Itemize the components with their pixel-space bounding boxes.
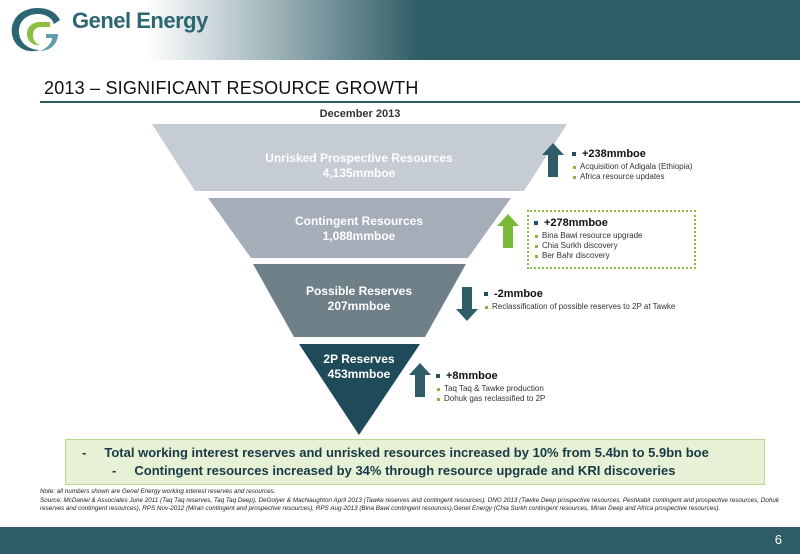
- funnel-level-possible: [253, 264, 466, 337]
- summary-line: - Total working interest reserves and un…: [82, 445, 709, 460]
- annotation-bullet: Bina Bawi resource upgrade: [534, 231, 643, 241]
- annotation-bullet: Acquisition of Adigala (Ethiopia): [572, 162, 693, 172]
- annotation-change: +278mmboe: [544, 217, 608, 229]
- annotation-bullet: Ber Bahr discovery: [534, 251, 643, 261]
- funnel-subtitle: December 2013: [319, 108, 401, 120]
- funnel-value-possible: 207mmboe: [328, 299, 391, 313]
- footnote: Note: all numbers shown are Genel Energy…: [40, 488, 780, 514]
- arrow-up-icon: [542, 143, 564, 177]
- funnel-level-2p: [299, 344, 420, 435]
- annotation-change: -2mmboe: [494, 288, 543, 300]
- header-bar: [0, 0, 800, 60]
- funnel-value-prospective: 4,135mmboe: [323, 166, 396, 180]
- funnel-label-prospective: Unrisked Prospective Resources: [265, 151, 453, 165]
- page-title: 2013 – SIGNIFICANT RESOURCE GROWTH: [44, 78, 419, 98]
- funnel-label-2p: 2P Reserves: [323, 352, 395, 366]
- annotation-possible: -2mmboe Reclassification of possible res…: [484, 288, 675, 312]
- funnel-level-contingent: [208, 198, 511, 258]
- footer-bar: [0, 527, 800, 554]
- page-number: 6: [774, 532, 782, 547]
- funnel-value-2p: 453mmboe: [328, 367, 391, 381]
- annotation-prospective: +238mmboe Acquisition of Adigala (Ethiop…: [572, 148, 693, 182]
- annotation-2p: +8mmboe Taq Taq & Tawke production Dohuk…: [436, 370, 545, 404]
- funnel-label-possible: Possible Reserves: [306, 284, 412, 298]
- annotation-change: +238mmboe: [582, 148, 646, 160]
- annotation-bullet: Taq Taq & Tawke production: [436, 384, 545, 394]
- annotation-contingent: +278mmboe Bina Bawi resource upgrade Chi…: [534, 217, 643, 261]
- annotation-bullet: Dohuk gas reclassified to 2P: [436, 394, 545, 404]
- highlight-box: [527, 210, 696, 269]
- arrow-down-icon: [456, 287, 478, 321]
- footnote-note: Note: all numbers shown are Genel Energy…: [40, 488, 276, 495]
- annotation-bullet: Chia Surkh discovery: [534, 241, 643, 251]
- footnote-source: Source: McDaniel & Associates June 2011 …: [40, 496, 779, 513]
- title-divider: [40, 101, 800, 103]
- funnel-label-contingent: Contingent Resources: [295, 214, 423, 228]
- funnel-value-contingent: 1,088mmboe: [323, 229, 396, 243]
- annotation-change: +8mmboe: [446, 370, 498, 382]
- genel-logo-icon: [11, 8, 60, 52]
- summary-line: - Contingent resources increased by 34% …: [112, 463, 676, 478]
- funnel-level-prospective: [152, 124, 567, 191]
- brand-name: Genel Energy: [72, 8, 208, 33]
- annotation-bullet: Africa resource updates: [572, 172, 693, 182]
- annotation-bullet: Reclassification of possible reserves to…: [484, 302, 675, 312]
- arrow-up-icon: [409, 363, 431, 397]
- summary-callout: - Total working interest reserves and un…: [65, 439, 765, 485]
- arrow-up-icon: [497, 214, 519, 248]
